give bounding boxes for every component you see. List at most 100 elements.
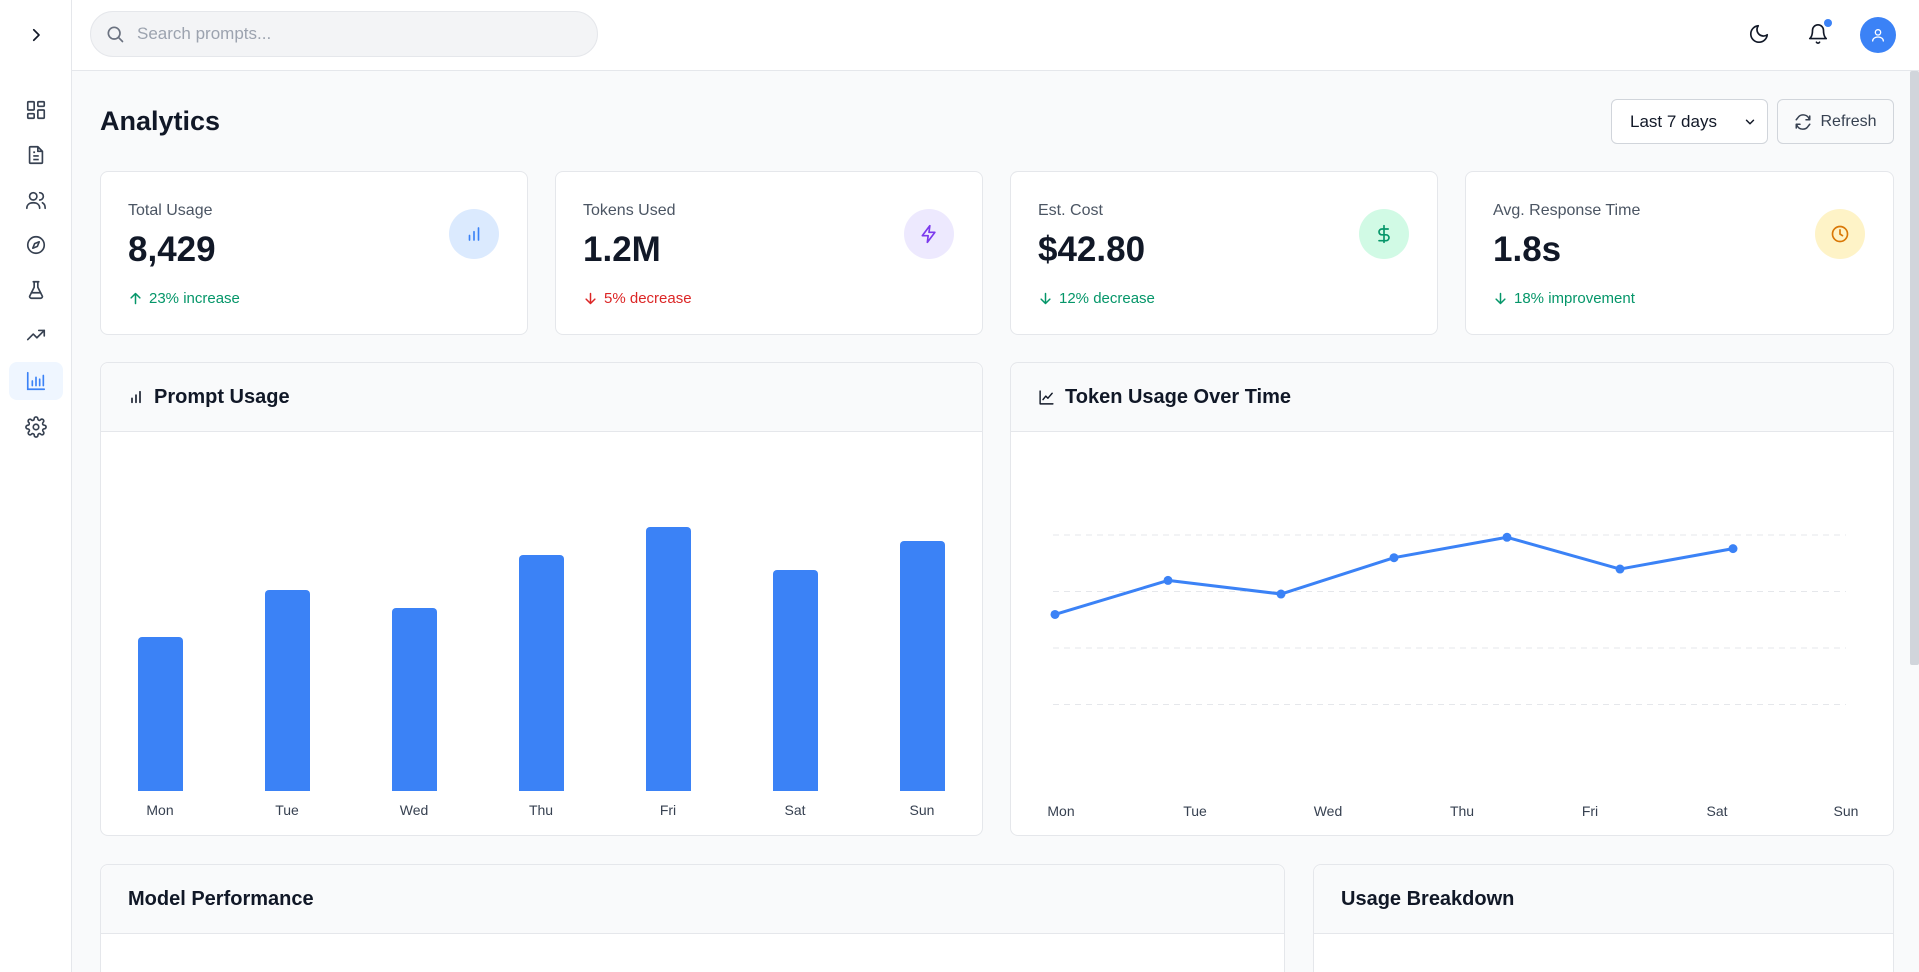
usage-breakdown-panel: Usage Breakdown (1313, 864, 1894, 972)
avatar[interactable] (1860, 17, 1896, 53)
bar-mon[interactable] (138, 637, 183, 791)
bar-tue[interactable] (265, 590, 310, 791)
sidebar-item-prompts[interactable] (9, 136, 63, 174)
stat-card-tokens-used: Tokens Used 1.2M 5% decrease (555, 171, 983, 335)
sidebar-item-lab[interactable] (9, 271, 63, 309)
notifications-button[interactable] (1798, 14, 1838, 54)
x-tick-label: Sat (1706, 803, 1727, 819)
point-sat[interactable] (1615, 564, 1625, 574)
series-line (1054, 535, 1734, 616)
notification-dot (1824, 19, 1832, 27)
arrow-up-icon (130, 292, 141, 305)
stat-card-total-usage: Total Usage 8,429 23% increase (100, 171, 528, 335)
x-tick-label: Thu (1450, 803, 1474, 819)
user-icon (1872, 29, 1884, 42)
stat-change-text: 5% decrease (604, 290, 692, 307)
bar-sat[interactable] (773, 569, 818, 791)
users-icon (26, 191, 46, 210)
arrow-down-icon (1040, 292, 1051, 305)
search-input[interactable] (137, 24, 567, 44)
stat-label: Total Usage (128, 202, 213, 219)
arrow-down-icon (1495, 292, 1506, 305)
stat-label: Avg. Response Time (1493, 202, 1641, 219)
refresh-icon (1795, 113, 1811, 130)
sidebar-item-trends[interactable] (9, 316, 63, 354)
point-tue[interactable] (1163, 575, 1173, 585)
sidebar-toggle-button[interactable] (0, 0, 72, 70)
panel-header: Prompt Usage (101, 363, 982, 432)
stat-change: 12% decrease (1038, 290, 1155, 307)
sidebar-item-analytics[interactable] (9, 362, 63, 400)
bar-fri[interactable] (646, 527, 691, 791)
scrollbar[interactable] (1910, 71, 1919, 665)
refresh-label: Refresh (1820, 112, 1877, 130)
analytics-icon (26, 371, 46, 391)
bar-sun[interactable] (900, 541, 945, 791)
compass-icon (26, 235, 46, 255)
flask-icon (28, 280, 44, 300)
dollar-icon (1378, 224, 1390, 244)
stat-change-text: 23% increase (149, 290, 240, 307)
stat-value: $42.80 (1038, 230, 1146, 269)
date-range-select[interactable]: Last 7 days (1611, 99, 1768, 144)
token-usage-panel: Token Usage Over Time Mon Tue Wed Thu Fri Sat… (1010, 362, 1894, 836)
dashboard-icon (26, 100, 46, 120)
stat-label: Est. Cost (1038, 202, 1103, 219)
stat-value: 1.2M (583, 230, 661, 269)
gear-icon (25, 416, 47, 438)
stat-change-text: 12% decrease (1059, 290, 1155, 307)
prompt-usage-panel: Prompt Usage Mon Tue Wed Thu Fri Sat Sun (100, 362, 983, 836)
sidebar-item-settings[interactable] (9, 408, 63, 446)
chevron-down-icon (1745, 119, 1755, 124)
page-title: Analytics (100, 106, 221, 136)
stat-badge (1359, 209, 1409, 259)
x-tick-label: Fri (1582, 803, 1598, 819)
x-tick-label: Sun (1834, 803, 1859, 819)
panel-header: Model Performance (101, 865, 1284, 934)
chevron-right-icon (32, 28, 40, 42)
x-tick-label: Tue (1183, 803, 1207, 819)
refresh-button[interactable]: Refresh (1777, 99, 1894, 144)
point-fri[interactable] (1502, 532, 1512, 542)
x-tick-label: Mon (1047, 803, 1074, 819)
stat-change: 23% increase (128, 290, 240, 307)
sidebar-item-explore[interactable] (9, 226, 63, 264)
bell-icon (1808, 24, 1828, 44)
bar-wed[interactable] (392, 607, 437, 791)
line-chart-icon (1039, 389, 1054, 405)
x-tick-label: Thu (528, 802, 554, 818)
sidebar (0, 0, 72, 972)
point-thu[interactable] (1389, 553, 1399, 563)
search-box (90, 11, 598, 57)
x-tick-label: Mon (146, 802, 174, 818)
document-icon (28, 145, 44, 165)
token-usage-chart: Mon Tue Wed Thu Fri Sat Sun (1047, 532, 1859, 819)
stat-card-est-cost: Est. Cost $42.80 12% decrease (1010, 171, 1438, 335)
clock-icon (1831, 225, 1849, 243)
trending-up-icon (26, 329, 46, 341)
stat-change: 5% decrease (583, 290, 692, 307)
stat-change-text: 18% improvement (1514, 290, 1635, 307)
x-tick-label: Sun (909, 802, 935, 818)
theme-toggle-button[interactable] (1739, 14, 1779, 54)
bar-thu[interactable] (519, 555, 564, 791)
bar-chart-icon (468, 227, 480, 241)
x-tick-label: Wed (1314, 803, 1343, 819)
point-wed[interactable] (1276, 589, 1286, 599)
panel-title: Model Performance (128, 887, 314, 910)
point-sun[interactable] (1728, 544, 1738, 554)
x-tick-label: Fri (659, 802, 677, 818)
stat-label: Tokens Used (583, 202, 676, 219)
panel-title: Usage Breakdown (1341, 887, 1515, 910)
panel-header: Usage Breakdown (1314, 865, 1893, 934)
panel-title: Prompt Usage (154, 385, 290, 408)
lightning-icon (921, 224, 936, 244)
search-icon (107, 26, 124, 43)
bar-chart-icon (131, 390, 141, 404)
sidebar-item-team[interactable] (9, 181, 63, 219)
point-mon[interactable] (1050, 609, 1060, 619)
model-performance-panel: Model Performance (100, 864, 1285, 972)
date-range-value: Last 7 days (1630, 111, 1717, 131)
sidebar-item-dashboard[interactable] (9, 91, 63, 129)
panel-header: Token Usage Over Time (1011, 363, 1893, 432)
